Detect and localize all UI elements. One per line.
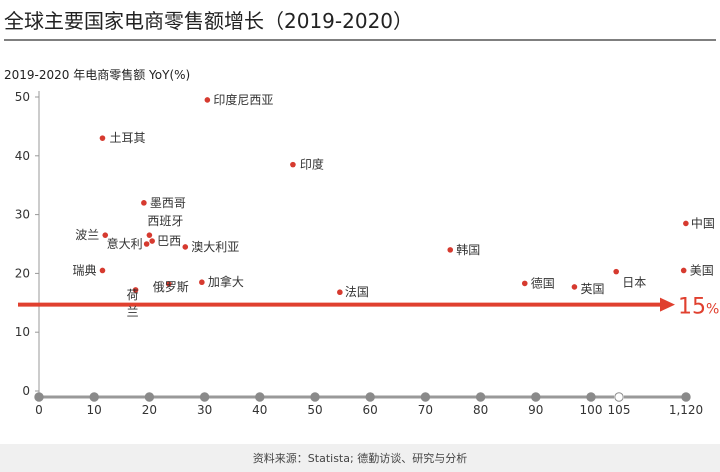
x-tick-marker	[365, 392, 375, 402]
point-label: 美国	[690, 263, 714, 277]
y-tick-label: 30	[15, 208, 30, 222]
y-tick-label: 20	[15, 266, 30, 280]
x-axis: 0 10 20 30 40 50 60 70 80 90 100 105 1,120	[34, 392, 703, 417]
x-tick-marker	[475, 392, 486, 402]
x-tick-label: 60	[363, 403, 378, 417]
x-tick-label: 90	[528, 403, 543, 417]
threshold-arrowhead	[660, 297, 675, 312]
x-tick-label: 1,120	[669, 403, 703, 417]
data-point	[199, 279, 205, 286]
point-label: 西班牙	[147, 214, 183, 228]
point-label: 中国	[691, 215, 715, 230]
point-label: 土耳其	[109, 131, 145, 145]
data-point	[447, 247, 454, 253]
y-axis: 0 10 20 30 40 50	[15, 90, 40, 398]
y-axis-label: 2019-2020 年电商零售额 YoY(%)	[4, 67, 190, 82]
x-tick-label: 70	[418, 403, 433, 417]
x-tick-label: 50	[307, 403, 322, 417]
x-tick-label: 10	[87, 403, 102, 417]
x-tick-marker	[199, 392, 210, 402]
x-tick-marker	[34, 392, 44, 402]
chart-title: 全球主要国家电商零售额增长（2019-2020）	[4, 9, 413, 33]
x-tick-label: 40	[252, 403, 267, 417]
data-point	[146, 232, 153, 238]
x-tick-label: 30	[197, 403, 212, 417]
point-label: 波兰	[75, 228, 99, 242]
x-tick-marker	[89, 392, 99, 402]
x-tick-marker	[681, 392, 691, 402]
data-point	[204, 97, 211, 103]
point-label: 墨西哥	[150, 196, 186, 210]
data-point	[141, 200, 147, 206]
point-label: 印度	[300, 157, 324, 172]
x-axis-break-marker	[614, 392, 624, 402]
point-label: 俄罗斯	[153, 280, 189, 294]
x-tick-marker	[531, 392, 541, 402]
data-point	[521, 280, 528, 287]
data-point	[149, 238, 155, 244]
y-tick-label: 40	[15, 149, 30, 163]
data-point	[143, 241, 150, 247]
point-label: 德国	[531, 275, 555, 290]
y-tick-label: 10	[15, 325, 30, 339]
data-point	[680, 267, 687, 274]
data-point	[290, 161, 296, 168]
point-label: 日本	[622, 276, 646, 290]
point-label: 兰	[127, 305, 139, 319]
point-label: 法国	[345, 285, 369, 299]
x-tick-label: 105	[608, 403, 631, 417]
x-tick-marker	[420, 392, 431, 402]
data-point	[132, 287, 139, 293]
source-note: 资料来源：Statista; 德勤访谈、研究与分析	[253, 451, 467, 465]
data-point	[165, 281, 172, 287]
data-point	[613, 268, 619, 275]
data-point	[571, 284, 578, 290]
point-label: 瑞典	[72, 263, 96, 277]
data-point	[99, 267, 106, 274]
data-point	[102, 232, 109, 238]
point-label: 巴西	[157, 234, 181, 248]
x-tick-label: 20	[142, 403, 157, 417]
y-tick-label: 0	[22, 384, 30, 398]
x-tick-label: 80	[473, 403, 488, 417]
data-point	[337, 289, 343, 296]
source-footer: 资料来源：Statista; 德勤访谈、研究与分析	[0, 444, 720, 472]
point-label: 韩国	[456, 242, 480, 257]
x-tick-label: 100	[580, 403, 603, 417]
threshold-arrow: 15%	[18, 295, 719, 320]
data-point	[99, 135, 106, 141]
x-tick-marker	[586, 392, 596, 402]
point-label: 荷	[127, 288, 139, 302]
point-label: 英国	[580, 282, 604, 296]
y-tick-label: 50	[15, 90, 30, 104]
x-tick-label: 0	[35, 403, 43, 417]
data-point	[182, 244, 189, 250]
x-tick-marker	[144, 392, 155, 402]
threshold-label: 15%	[678, 295, 719, 320]
point-label: 印度尼西亚	[213, 92, 273, 107]
x-tick-marker	[310, 392, 320, 402]
point-label: 加拿大	[208, 274, 244, 289]
x-tick-marker	[255, 392, 265, 402]
point-label: 澳大利亚	[191, 240, 239, 254]
point-label: 意大利	[107, 236, 143, 251]
data-point	[683, 220, 689, 227]
